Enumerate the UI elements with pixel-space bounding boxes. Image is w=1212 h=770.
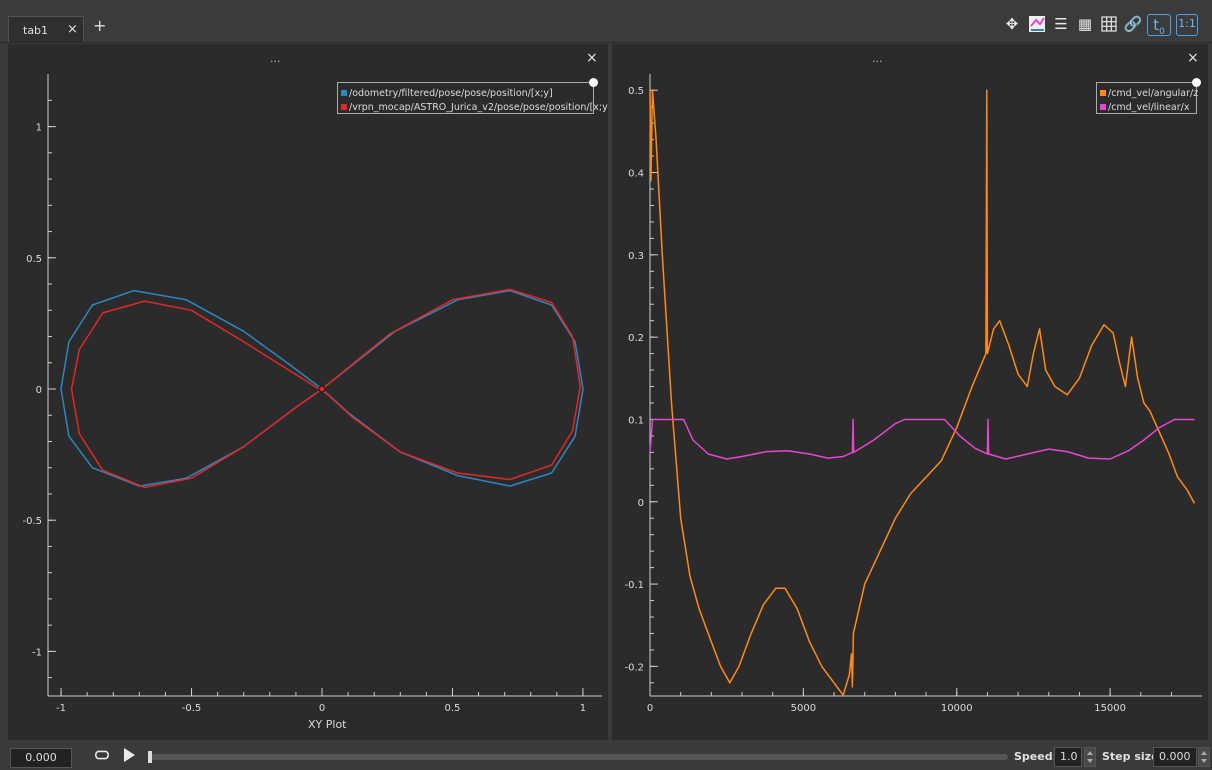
tab-tab1[interactable]: tab1 × xyxy=(8,16,84,42)
loop-icon[interactable] xyxy=(94,747,110,763)
xy-plot-chart[interactable]: 1 0.5 0 -0.5 -1 -1 -0.5 0 0.5 1 xyxy=(8,44,608,740)
timeline-handle[interactable] xyxy=(148,751,152,763)
panel-close-icon[interactable]: × xyxy=(586,50,598,66)
panel-divider[interactable] xyxy=(608,44,612,740)
speed-field[interactable]: 1.0 xyxy=(1054,747,1082,767)
speed-label: Speed: xyxy=(1014,750,1057,763)
x-tick-label: 5000 xyxy=(791,703,816,714)
y-tick-label: -0.5 xyxy=(22,516,42,527)
time-offset-button[interactable]: t0 xyxy=(1147,14,1171,37)
t0-label: t xyxy=(1153,16,1160,34)
legend-label: /cmd_vel/linear/x xyxy=(1108,102,1190,113)
legend-item: /odometry/filtered/pose/pose/position/[x… xyxy=(341,86,553,99)
legend-item: /cmd_vel/linear/x xyxy=(1100,100,1189,113)
xy-legend: /odometry/filtered/pose/pose/position/[x… xyxy=(337,78,611,114)
layout-icon[interactable] xyxy=(1027,14,1047,34)
y-tick-label: 0.3 xyxy=(628,251,644,262)
y-tick-label: 0.1 xyxy=(628,415,644,426)
list-icon[interactable]: ☰ xyxy=(1054,15,1068,33)
legend-handle[interactable] xyxy=(1192,78,1201,87)
timeseries-legend: /cmd_vel/angular/z /cmd_vel/linear/x xyxy=(1096,78,1201,114)
timeseries-panel: ... × 0.5 0.4 0.3 0.2 0.1 0 -0.1 -0.2 0 5000 10000… xyxy=(612,44,1208,740)
y-tick-label: 1 xyxy=(36,123,42,134)
y-tick-label: 0 xyxy=(638,498,644,509)
x-tick-label: 10000 xyxy=(941,703,973,714)
play-icon[interactable] xyxy=(124,748,135,762)
t0-sub: 0 xyxy=(1159,27,1165,37)
x-tick-label: 0 xyxy=(319,703,325,714)
xy-plot-panel: ... × 1 0.5 0 -0.5 -1 -1 -0.5 0 0.5 1 /odometry/f… xyxy=(8,44,611,740)
legend-label: /vrpn_mocap/ASTRO_Jurica_v2/pose/pose/po… xyxy=(349,102,612,113)
x-tick-label: 1 xyxy=(580,703,586,714)
series-line-1 xyxy=(60,289,584,487)
y-tick-label: -0.1 xyxy=(624,580,644,591)
x-tick-label: 15000 xyxy=(1094,703,1126,714)
move-icon[interactable]: ✥ xyxy=(1005,15,1019,33)
legend-item: /cmd_vel/angular/z xyxy=(1100,86,1198,99)
panel-close-icon[interactable]: × xyxy=(1187,50,1199,66)
legend-handle[interactable] xyxy=(589,78,598,87)
y-tick-label: 0.2 xyxy=(628,333,644,344)
toolbar: ✥ ☰ ▦ 🔗 t0 1:1 xyxy=(1002,14,1212,38)
legend-label: /cmd_vel/angular/z xyxy=(1108,88,1199,99)
panel-menu-icon[interactable]: ... xyxy=(872,52,883,65)
y-tick-label: -0.2 xyxy=(624,662,644,673)
current-time-field[interactable]: 0.000 xyxy=(10,748,72,768)
panel-menu-icon[interactable]: ... xyxy=(270,52,281,65)
timeseries-chart[interactable]: 0.5 0.4 0.3 0.2 0.1 0 -0.1 -0.2 0 5000 10000 15000 xyxy=(612,44,1208,740)
x-tick-label: -0.5 xyxy=(182,703,202,714)
legend-label: /odometry/filtered/pose/pose/position/[x… xyxy=(349,88,553,99)
y-tick-label: 0.4 xyxy=(628,169,644,180)
series-line-1 xyxy=(649,89,1196,696)
link-icon[interactable]: 🔗 xyxy=(1123,15,1143,33)
y-tick-label: -1 xyxy=(32,647,42,658)
series-line-2 xyxy=(649,418,1195,460)
ratio-button[interactable]: 1:1 xyxy=(1176,14,1198,36)
x-tick-label: 0 xyxy=(647,703,653,714)
series-line-2 xyxy=(70,288,582,489)
step-size-field[interactable]: 0.000 xyxy=(1153,747,1197,767)
step-size-stepper[interactable] xyxy=(1198,747,1210,767)
y-tick-label: 0.5 xyxy=(26,254,42,265)
tab-bar: tab1 × + xyxy=(0,0,1212,43)
playback-bar: 0.000 Speed: 1.0 Step size: 0.000 xyxy=(0,742,1212,770)
add-tab-button[interactable]: + xyxy=(93,16,107,35)
speed-stepper[interactable] xyxy=(1084,747,1096,767)
tab-close-icon[interactable]: × xyxy=(67,22,78,37)
x-tick-label: 0.5 xyxy=(445,703,461,714)
step-size-label: Step size: xyxy=(1102,750,1163,763)
x-tick-label: -1 xyxy=(56,703,66,714)
y-tick-label: 0 xyxy=(36,385,42,396)
calendar-clock-icon[interactable]: ▦ xyxy=(1077,15,1093,33)
grid-icon[interactable] xyxy=(1099,14,1119,34)
tab-label: tab1 xyxy=(23,24,49,37)
y-tick-label: 0.5 xyxy=(628,86,644,97)
legend-item: /vrpn_mocap/ASTRO_Jurica_v2/pose/pose/po… xyxy=(341,100,611,113)
x-axis-label: XY Plot xyxy=(308,718,347,731)
timeline-slider[interactable] xyxy=(148,751,1008,763)
current-position-marker xyxy=(318,385,326,393)
